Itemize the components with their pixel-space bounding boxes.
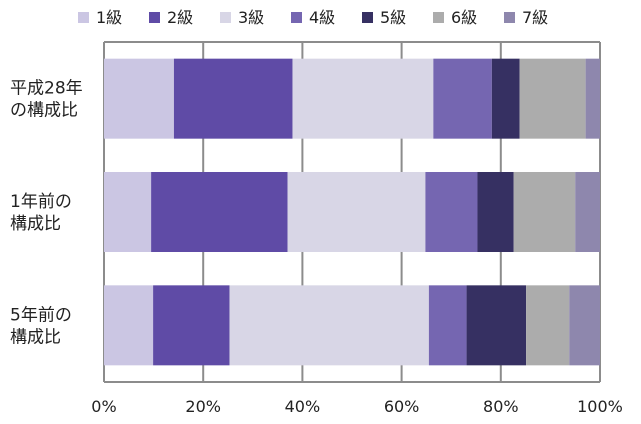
legend-label-2: 3級 xyxy=(238,8,264,27)
category-label-2-1: 構成比 xyxy=(10,327,61,347)
bar-segment-0-6 xyxy=(585,58,600,139)
bar-segment-0-3 xyxy=(433,58,492,139)
bar-segment-0-5 xyxy=(519,58,586,139)
bar-segment-2-0 xyxy=(104,285,154,366)
x-tick-label-1: 20% xyxy=(185,397,221,416)
category-label-1-1: 構成比 xyxy=(10,214,61,234)
legend-swatch-2 xyxy=(220,12,231,23)
category-label-0-0: 平成28年 xyxy=(10,79,83,99)
bar-segment-0-1 xyxy=(173,58,293,139)
legend-swatch-0 xyxy=(78,12,89,23)
bar-segment-2-4 xyxy=(466,285,527,366)
bar-segment-2-6 xyxy=(569,285,600,366)
legend-label-0: 1級 xyxy=(96,8,122,27)
bar-segment-2-3 xyxy=(428,285,467,366)
bar-segment-1-0 xyxy=(104,172,152,252)
x-tick-label-5: 100% xyxy=(577,397,623,416)
legend-label-4: 5級 xyxy=(380,8,406,27)
legend-swatch-3 xyxy=(291,12,302,23)
category-label-0-1: の構成比 xyxy=(10,101,78,121)
bar-segment-2-1 xyxy=(153,285,230,366)
bar-segment-2-2 xyxy=(229,285,429,366)
legend-swatch-1 xyxy=(149,12,160,23)
legend: 1級 2級 3級 4級 5級 6級 7級 xyxy=(78,8,548,27)
plot-area xyxy=(103,41,601,383)
legend-swatch-6 xyxy=(504,12,515,23)
bar-segment-0-0 xyxy=(104,58,174,139)
bar-segment-0-4 xyxy=(491,58,520,139)
bar-segment-1-1 xyxy=(151,172,288,252)
x-tick-label-3: 60% xyxy=(384,397,420,416)
bar-segment-1-2 xyxy=(287,172,426,252)
bar-segment-0-2 xyxy=(292,58,434,139)
legend-swatch-4 xyxy=(362,12,373,23)
bar-segment-1-5 xyxy=(513,172,576,252)
bar-segment-1-4 xyxy=(477,172,514,252)
x-tick-label-0: 0% xyxy=(91,397,116,416)
legend-label-5: 6級 xyxy=(451,8,477,27)
bar-segment-2-5 xyxy=(526,285,570,366)
legend-label-1: 2級 xyxy=(167,8,193,27)
category-label-2-0: 5年前の xyxy=(10,305,72,325)
x-tick-label-4: 80% xyxy=(483,397,519,416)
legend-swatch-5 xyxy=(433,12,444,23)
category-label-1-0: 1年前の xyxy=(10,192,72,212)
bar-segment-1-3 xyxy=(425,172,478,252)
legend-label-6: 7級 xyxy=(522,8,548,27)
bar-segment-1-6 xyxy=(575,172,600,252)
legend-label-3: 4級 xyxy=(309,8,335,27)
x-axis: 0% 20% 40% 60% 80% 100% xyxy=(91,397,623,416)
x-tick-label-2: 40% xyxy=(285,397,321,416)
